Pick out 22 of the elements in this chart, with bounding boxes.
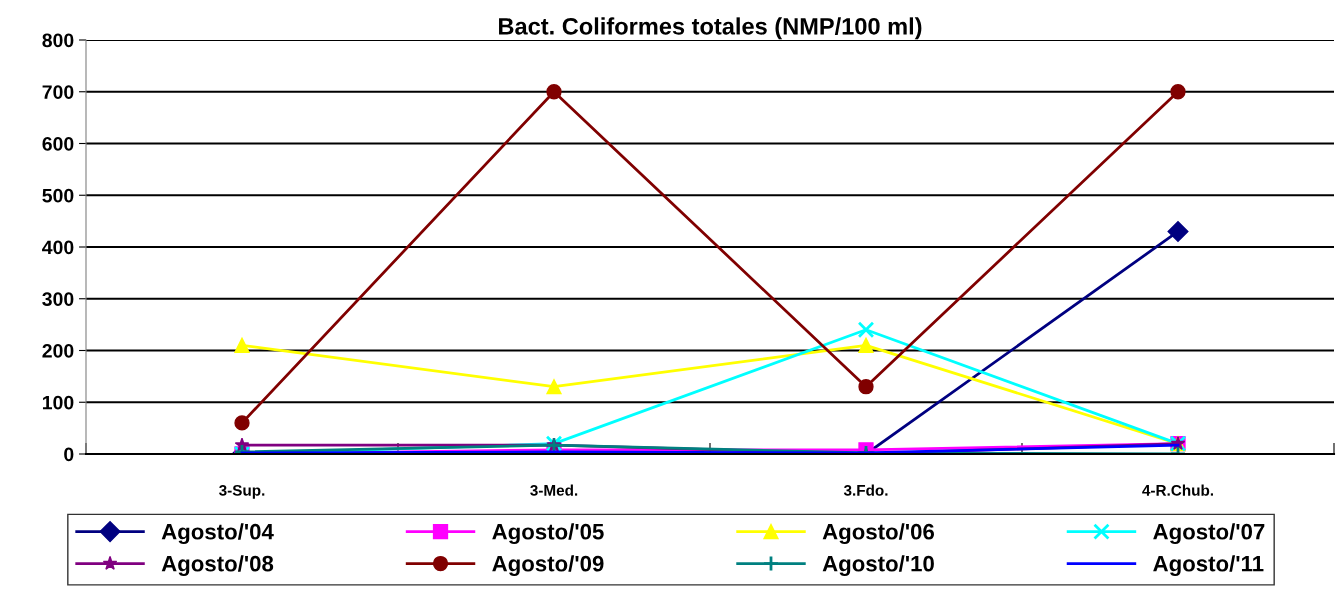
y-tick-label: 300 [42, 292, 74, 307]
legend-label: Agosto/'06 [822, 523, 935, 545]
y-tick-label: 600 [42, 136, 74, 151]
chart-title: Bact. Coliformes totales (NMP/100 ml) [499, 17, 922, 40]
y-tick-label: 500 [42, 188, 74, 203]
x-tick-label: 3-Med. [530, 484, 578, 496]
y-tick-label: 700 [42, 85, 74, 99]
y-tick-label: 100 [42, 395, 74, 410]
y-tick-label: 0 [64, 447, 74, 462]
x-tick-label: 3-Sup. [219, 484, 265, 499]
legend-label: Agosto/'10 [822, 555, 934, 576]
legend-label: Agosto/'07 [1153, 523, 1265, 545]
y-tick-label: 800 [42, 33, 74, 48]
y-tick-label: 400 [42, 240, 74, 255]
legend-label: Agosto/'05 [492, 523, 604, 545]
legend-label: Agosto/'11 [1153, 555, 1264, 576]
x-tick-label: 3.Fdo. [843, 484, 888, 496]
legend-label: Agosto/'04 [161, 523, 274, 545]
x-tick-label: 4-R.Chub. [1142, 484, 1214, 496]
y-tick-label: 200 [42, 343, 74, 358]
legend-label: Agosto/'08 [161, 555, 274, 576]
legend-label: Agosto/'09 [492, 555, 604, 576]
